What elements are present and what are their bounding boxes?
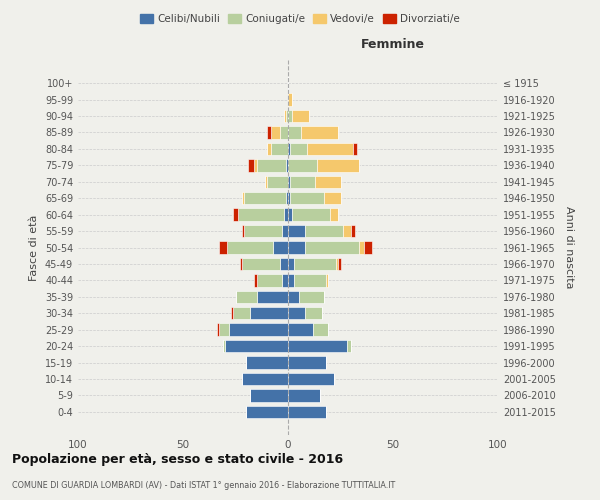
Bar — [280, 126, 288, 138]
Bar — [288, 324, 313, 336]
Y-axis label: Fasce di età: Fasce di età — [29, 214, 39, 280]
Bar — [313, 324, 328, 336]
Bar — [257, 290, 288, 303]
Bar — [288, 176, 290, 188]
Bar — [326, 274, 328, 286]
Bar — [286, 192, 288, 204]
Bar — [295, 258, 337, 270]
Bar — [242, 192, 244, 204]
Bar — [286, 110, 288, 122]
Bar — [265, 176, 267, 188]
Bar — [246, 356, 288, 368]
Bar — [338, 258, 341, 270]
Bar — [347, 340, 351, 352]
Bar — [282, 274, 288, 286]
Bar — [317, 159, 359, 172]
Bar — [299, 290, 324, 303]
Bar — [257, 159, 286, 172]
Bar — [288, 389, 320, 402]
Bar — [288, 110, 292, 122]
Bar — [238, 208, 284, 221]
Bar — [282, 225, 288, 237]
Bar — [229, 324, 288, 336]
Bar — [343, 225, 351, 237]
Bar — [288, 225, 305, 237]
Bar — [267, 176, 288, 188]
Bar — [288, 258, 295, 270]
Bar — [290, 143, 307, 155]
Bar — [240, 258, 242, 270]
Bar — [271, 143, 288, 155]
Bar — [246, 406, 288, 418]
Legend: Celibi/Nubili, Coniugati/e, Vedovi/e, Divorziati/e: Celibi/Nubili, Coniugati/e, Vedovi/e, Di… — [136, 10, 464, 29]
Bar — [295, 274, 326, 286]
Bar — [218, 324, 229, 336]
Bar — [305, 242, 359, 254]
Bar — [250, 307, 288, 320]
Bar — [364, 242, 372, 254]
Bar — [359, 242, 364, 254]
Bar — [288, 340, 347, 352]
Bar — [288, 307, 305, 320]
Y-axis label: Anni di nascita: Anni di nascita — [564, 206, 574, 289]
Bar — [244, 225, 282, 237]
Bar — [337, 258, 338, 270]
Bar — [288, 290, 299, 303]
Bar — [316, 176, 341, 188]
Bar — [301, 126, 338, 138]
Text: Popolazione per età, sesso e stato civile - 2016: Popolazione per età, sesso e stato civil… — [12, 452, 343, 466]
Bar — [286, 159, 288, 172]
Bar — [290, 192, 324, 204]
Bar — [242, 225, 244, 237]
Bar — [242, 373, 288, 385]
Text: COMUNE DI GUARDIA LOMBARDI (AV) - Dati ISTAT 1° gennaio 2016 - Elaborazione TUTT: COMUNE DI GUARDIA LOMBARDI (AV) - Dati I… — [12, 480, 395, 490]
Bar — [244, 192, 286, 204]
Bar — [217, 324, 218, 336]
Bar — [225, 340, 288, 352]
Bar — [288, 159, 317, 172]
Bar — [284, 208, 288, 221]
Bar — [292, 208, 330, 221]
Bar — [292, 110, 309, 122]
Bar — [223, 340, 225, 352]
Bar — [288, 208, 292, 221]
Bar — [288, 94, 292, 106]
Bar — [284, 110, 286, 122]
Bar — [242, 258, 280, 270]
Bar — [274, 242, 288, 254]
Bar — [288, 373, 334, 385]
Bar — [280, 258, 288, 270]
Bar — [227, 242, 274, 254]
Bar — [305, 307, 322, 320]
Bar — [351, 225, 355, 237]
Bar — [254, 274, 257, 286]
Bar — [330, 208, 338, 221]
Bar — [233, 307, 250, 320]
Bar — [290, 176, 316, 188]
Bar — [353, 143, 358, 155]
Bar — [288, 143, 290, 155]
Bar — [232, 307, 233, 320]
Bar — [250, 389, 288, 402]
Bar — [288, 274, 295, 286]
Bar — [235, 290, 257, 303]
Bar — [305, 225, 343, 237]
Bar — [218, 242, 227, 254]
Bar — [248, 159, 254, 172]
Bar — [233, 208, 238, 221]
Bar — [267, 143, 271, 155]
Bar — [288, 192, 290, 204]
Text: Femmine: Femmine — [361, 38, 425, 51]
Bar — [267, 126, 271, 138]
Bar — [288, 126, 301, 138]
Bar — [254, 159, 257, 172]
Bar — [288, 406, 326, 418]
Bar — [288, 356, 326, 368]
Bar — [288, 242, 305, 254]
Bar — [307, 143, 353, 155]
Bar — [324, 192, 341, 204]
Bar — [271, 126, 280, 138]
Bar — [257, 274, 282, 286]
